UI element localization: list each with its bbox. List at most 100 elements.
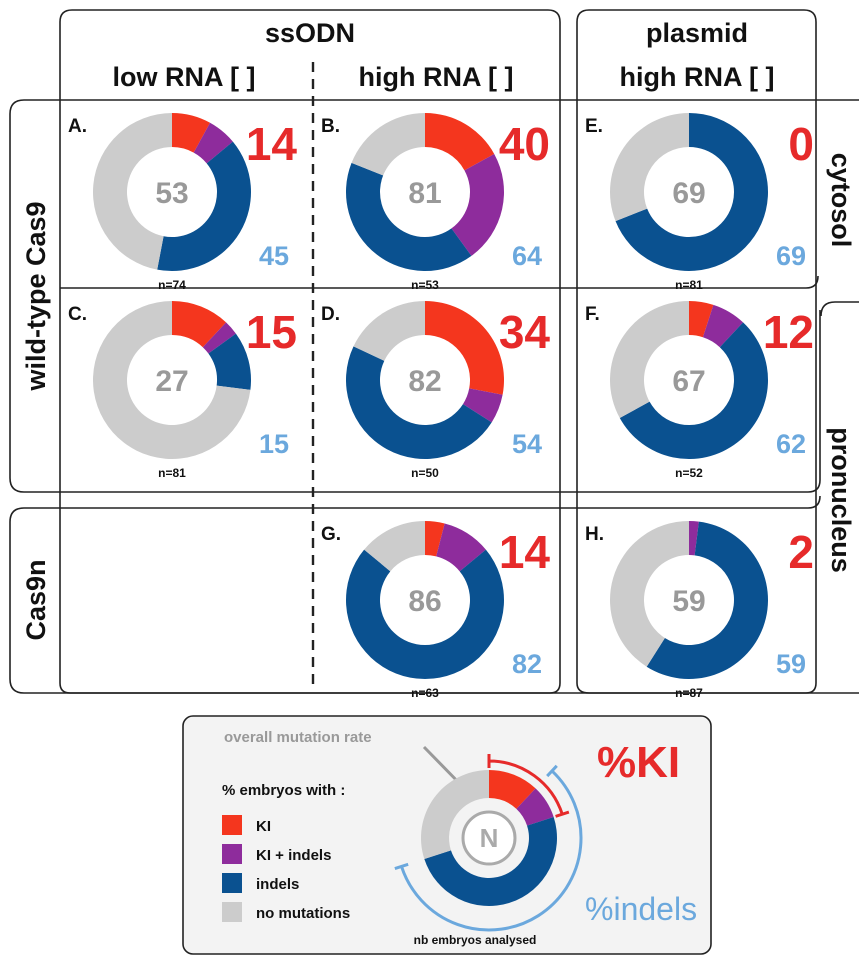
plasmid-frame <box>576 9 817 694</box>
legend-swatch <box>222 815 242 835</box>
panel-label: A. <box>68 116 87 137</box>
legend-item-ki-indels: KI + indels <box>222 844 331 864</box>
indels-percent: 69 <box>776 241 806 271</box>
legend-donut-slice-no-mutations <box>420 770 489 860</box>
donut-e-slice-no-mutations <box>610 113 689 222</box>
pronucleus-frame <box>820 301 859 317</box>
donut-a-slice-ki-indels <box>193 122 233 164</box>
indels-percent: 15 <box>259 429 289 459</box>
donut-c-slice-ki-indels <box>202 322 236 354</box>
legend-ki-bracket <box>487 754 570 818</box>
ki-percent: 2 <box>788 526 814 578</box>
donut-c-slice-indels <box>208 333 252 390</box>
legend-title: % embryos with : <box>222 782 345 799</box>
panel-label: G. <box>321 524 341 545</box>
panel-b: B. 81 40 64 n=53 <box>321 113 550 292</box>
header-cas9n: Cas9n <box>21 559 51 640</box>
legend-embryos-label: nb embryos analysed <box>414 933 537 947</box>
legend-swatch <box>222 873 242 893</box>
panel-h: H. 59 2 59 n=87 <box>585 521 814 700</box>
legend-center-ring <box>461 810 517 866</box>
overall-rate: 82 <box>408 365 441 398</box>
header-ssodn: ssODN <box>265 18 355 48</box>
column-headers: ssODN plasmid low RNA [ ] high RNA [ ] h… <box>113 18 775 92</box>
ki-percent: 12 <box>763 306 814 358</box>
legend-item-label: no mutations <box>256 905 350 922</box>
panel-c: C. 27 15 15 n=81 <box>68 301 297 480</box>
header-cytosol: cytosol <box>826 153 856 248</box>
cas9n-frame <box>9 495 859 694</box>
legend-items: KI KI + indels indels no mutations <box>222 815 350 922</box>
wildtype-divider <box>60 275 819 289</box>
legend-swatch <box>222 902 242 922</box>
header-low-rna: low RNA [ ] <box>113 62 256 92</box>
header-pronucleus: pronucleus <box>826 427 856 573</box>
panel-label: F. <box>585 304 600 325</box>
donut-d-slice-indels <box>346 346 492 459</box>
legend-item-label: KI + indels <box>256 847 331 864</box>
legend-donut-slice-ki-indels <box>516 788 554 826</box>
overall-rate: 86 <box>408 585 441 618</box>
header-plasmid: plasmid <box>646 18 748 48</box>
donut-a-slice-ki <box>172 113 211 153</box>
legend-overall-label: overall mutation rate <box>224 729 372 746</box>
ki-percent: 15 <box>246 306 297 358</box>
legend-center-n: N <box>480 823 499 853</box>
donut-b-slice-ki-indels <box>451 153 505 256</box>
legend-ki-label: %KI <box>597 738 680 787</box>
panel-label: C. <box>68 304 87 325</box>
ki-percent: 0 <box>788 118 814 170</box>
panel-g: G. 86 14 82 n=63 <box>321 521 550 700</box>
panel-label: E. <box>585 116 603 137</box>
legend-donut-slice-ki <box>489 770 536 809</box>
donut-f-slice-no-mutations <box>610 301 689 419</box>
overall-rate: 27 <box>155 365 188 398</box>
embryo-count: n=63 <box>411 686 439 700</box>
legend-donut-slice-indels <box>424 816 557 906</box>
donut-a-slice-indels <box>157 141 251 272</box>
donut-e-slice-indels <box>615 113 769 271</box>
panel-e: E. 69 0 69 n=81 <box>585 113 814 292</box>
donut-b-slice-ki <box>425 113 495 171</box>
panel-label: H. <box>585 524 604 545</box>
panel-d: D. 82 34 54 n=50 <box>321 301 550 480</box>
donut-d-slice-no-mutations <box>353 301 425 361</box>
donut-g-slice-ki <box>425 521 445 557</box>
ki-percent: 14 <box>246 118 298 170</box>
donut-h-slice-no-mutations <box>610 521 689 667</box>
embryo-count: n=50 <box>411 466 439 480</box>
ki-percent: 34 <box>499 306 551 358</box>
donut-h-slice-indels <box>646 521 768 679</box>
donut-f-slice-ki <box>689 301 714 338</box>
embryo-count: n=81 <box>158 466 186 480</box>
embryo-count: n=87 <box>675 686 703 700</box>
indels-percent: 54 <box>512 429 542 459</box>
donut-d-slice-ki <box>425 301 505 395</box>
ki-percent: 40 <box>499 118 550 170</box>
legend-item-label: KI <box>256 818 271 835</box>
embryo-count: n=53 <box>411 278 439 292</box>
donut-g-slice-no-mutations <box>364 521 425 572</box>
donut-c-slice-no-mutations <box>93 301 251 459</box>
embryo-count: n=52 <box>675 466 703 480</box>
panel-f: F. 67 12 62 n=52 <box>585 301 814 480</box>
donut-c-slice-ki <box>172 301 227 348</box>
indels-percent: 59 <box>776 649 806 679</box>
legend-item-ki: KI <box>222 815 271 835</box>
donut-g-slice-ki-indels <box>436 523 486 572</box>
donut-charts: A. 53 14 45 n=74 B. 81 40 64 n=53 E. 69 0 69 n=81 C. 27 1… <box>68 113 814 700</box>
indels-percent: 64 <box>512 241 542 271</box>
donut-d-slice-ki-indels <box>462 388 503 423</box>
overall-rate: 81 <box>408 177 441 210</box>
overall-rate: 69 <box>672 177 705 210</box>
legend-item-label: indels <box>256 876 299 893</box>
donut-h-slice-ki-indels <box>689 521 699 556</box>
embryo-count: n=81 <box>675 278 703 292</box>
overall-rate: 59 <box>672 585 705 618</box>
overall-rate: 53 <box>155 177 188 210</box>
panel-label: D. <box>321 304 340 325</box>
embryo-count: n=74 <box>158 278 186 292</box>
ssodn-frame <box>59 9 561 694</box>
indels-percent: 45 <box>259 241 289 271</box>
